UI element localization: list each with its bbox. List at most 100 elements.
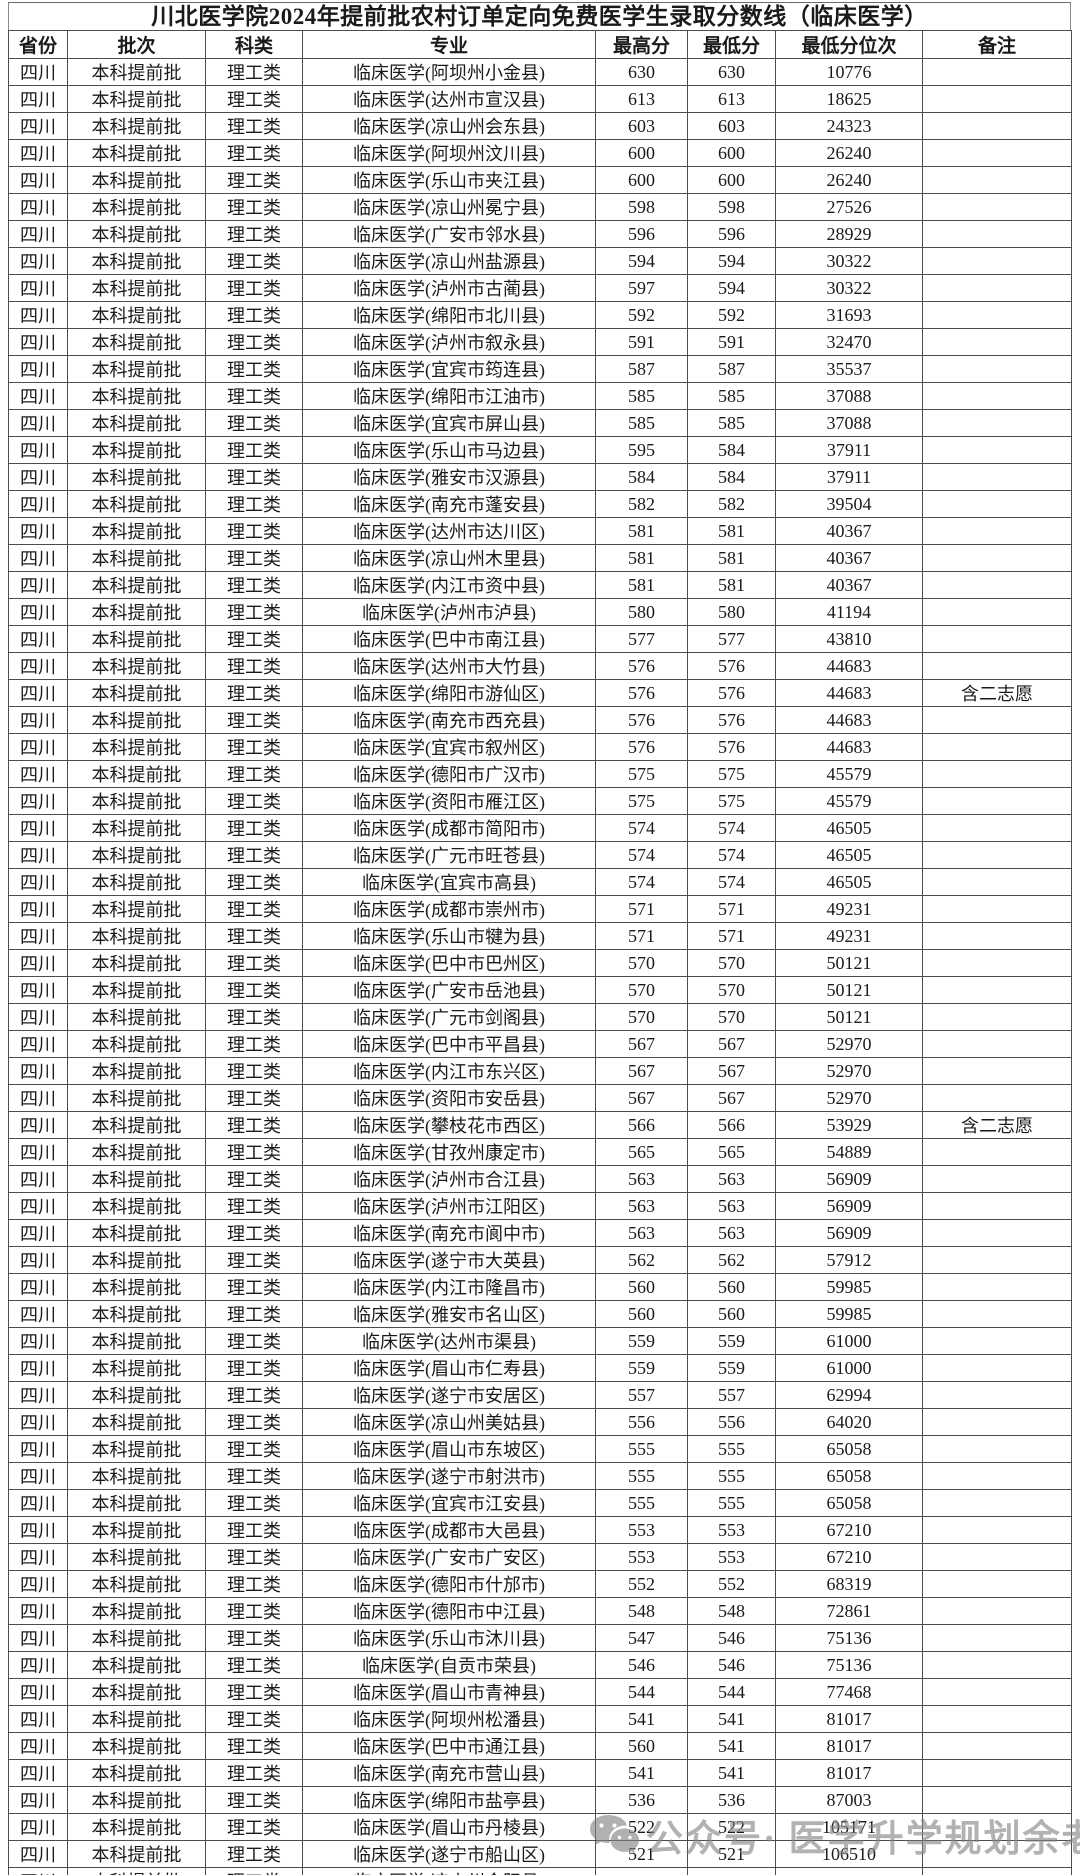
cell-province: 四川 [8,733,68,761]
cell-note [922,1381,1072,1409]
cell-category: 理工类 [205,1381,303,1409]
cell-category: 理工类 [205,1624,303,1652]
cell-province: 四川 [8,220,68,248]
cell-category: 理工类 [205,1030,303,1058]
cell-major: 临床医学(凉山州会东县) [302,112,596,140]
cell-province: 四川 [8,1435,68,1463]
cell-min-score: 570 [687,949,776,977]
table-row: 四川 本科提前批 理工类 临床医学(宜宾市高县) 574 574 46505 [8,868,1072,896]
cell-major: 临床医学(泸州市古蔺县) [302,274,596,302]
cell-min-score: 575 [687,787,776,815]
cell-category: 理工类 [205,1651,303,1679]
cell-min-score: 553 [687,1543,776,1571]
cell-category: 理工类 [205,220,303,248]
cell-min-score: 559 [687,1354,776,1382]
cell-note [922,1354,1072,1382]
cell-note [922,1651,1072,1679]
table-row: 四川 本科提前批 理工类 临床医学(绵阳市北川县) 592 592 31693 [8,301,1072,329]
cell-note [922,1435,1072,1463]
cell-min-score: 600 [687,166,776,194]
cell-province: 四川 [8,247,68,275]
cell-min-rank: 24323 [775,112,923,140]
cell-max-score: 552 [595,1570,688,1598]
cell-max-score: 576 [595,679,688,707]
cell-max-score: 562 [595,1246,688,1274]
cell-major: 临床医学(绵阳市盐亭县) [302,1786,596,1814]
header-min-rank: 最低分位次 [775,30,923,59]
cell-max-score: 553 [595,1543,688,1571]
cell-province: 四川 [8,166,68,194]
table-row: 四川 本科提前批 理工类 临床医学(资阳市安岳县) 567 567 52970 [8,1084,1072,1112]
cell-min-score: 562 [687,1246,776,1274]
table-row: 四川 本科提前批 理工类 临床医学(眉山市青神县) 544 544 77468 [8,1678,1072,1706]
cell-min-rank: 53929 [775,1111,923,1139]
cell-note [922,112,1072,140]
cell-min-rank: 40367 [775,544,923,572]
cell-category: 理工类 [205,1813,303,1841]
cell-max-score: 544 [595,1678,688,1706]
header-note: 备注 [922,30,1072,59]
cell-category: 理工类 [205,1408,303,1436]
cell-batch: 本科提前批 [67,1489,206,1517]
cell-category: 理工类 [205,679,303,707]
table-row: 四川 本科提前批 理工类 临床医学(泸州市古蔺县) 597 594 30322 [8,274,1072,302]
cell-min-rank: 26240 [775,166,923,194]
table-row: 四川 本科提前批 理工类 临床医学(泸州市江阳区) 563 563 56909 [8,1192,1072,1220]
cell-min-rank: 65058 [775,1435,923,1463]
cell-note [922,1813,1072,1841]
cell-province: 四川 [8,1084,68,1112]
cell-max-score: 566 [595,1111,688,1139]
cell-batch: 本科提前批 [67,1462,206,1490]
table-row: 四川 本科提前批 理工类 临床医学(南充市西充县) 576 576 44683 [8,706,1072,734]
cell-max-score: 559 [595,1327,688,1355]
cell-batch: 本科提前批 [67,679,206,707]
cell-province: 四川 [8,1057,68,1085]
cell-province: 四川 [8,193,68,221]
cell-max-score: 567 [595,1057,688,1085]
table-row: 四川 本科提前批 理工类 临床医学(乐山市犍为县) 571 571 49231 [8,922,1072,950]
cell-major: 临床医学(凉山州冕宁县) [302,193,596,221]
cell-min-score: 536 [687,1786,776,1814]
cell-max-score: 581 [595,571,688,599]
cell-max-score: 613 [595,85,688,113]
cell-batch: 本科提前批 [67,1759,206,1787]
cell-min-score: 546 [687,1624,776,1652]
cell-note [922,598,1072,626]
cell-min-score: 541 [687,1705,776,1733]
cell-category: 理工类 [205,274,303,302]
cell-max-score: 596 [595,220,688,248]
cell-max-score: 560 [595,1273,688,1301]
cell-max-score: 587 [595,355,688,383]
header-province: 省份 [8,30,68,59]
cell-min-rank: 45579 [775,787,923,815]
cell-note [922,139,1072,167]
cell-max-score: 547 [595,1624,688,1652]
cell-province: 四川 [8,544,68,572]
cell-min-score: 521 [687,1840,776,1868]
cell-batch: 本科提前批 [67,1570,206,1598]
table-row: 四川 本科提前批 理工类 临床医学(遂宁市大英县) 562 562 57912 [8,1246,1072,1274]
table-row: 四川 本科提前批 理工类 临床医学(甘孜州康定市) 565 565 54889 [8,1138,1072,1166]
cell-category: 理工类 [205,436,303,464]
cell-min-rank: 49231 [775,895,923,923]
cell-note [922,1246,1072,1274]
cell-min-score: 577 [687,625,776,653]
cell-min-score: 575 [687,760,776,788]
cell-min-score: 584 [687,463,776,491]
cell-batch: 本科提前批 [67,463,206,491]
cell-min-rank: 31693 [775,301,923,329]
cell-min-score: 585 [687,382,776,410]
cell-max-score: 521 [595,1840,688,1868]
cell-category: 理工类 [205,112,303,140]
cell-min-score: 592 [687,301,776,329]
table-row: 四川 本科提前批 理工类 临床医学(内江市资中县) 581 581 40367 [8,571,1072,599]
cell-category: 理工类 [205,1084,303,1112]
cell-batch: 本科提前批 [67,193,206,221]
table-row: 四川 本科提前批 理工类 临床医学(宜宾市叙州区) 576 576 44683 [8,733,1072,761]
cell-major: 临床医学(绵阳市江油市) [302,382,596,410]
cell-category: 理工类 [205,1489,303,1517]
cell-category: 理工类 [205,247,303,275]
cell-category: 理工类 [205,409,303,437]
table-row: 四川 本科提前批 理工类 临床医学(绵阳市江油市) 585 585 37088 [8,382,1072,410]
cell-note [922,976,1072,1004]
